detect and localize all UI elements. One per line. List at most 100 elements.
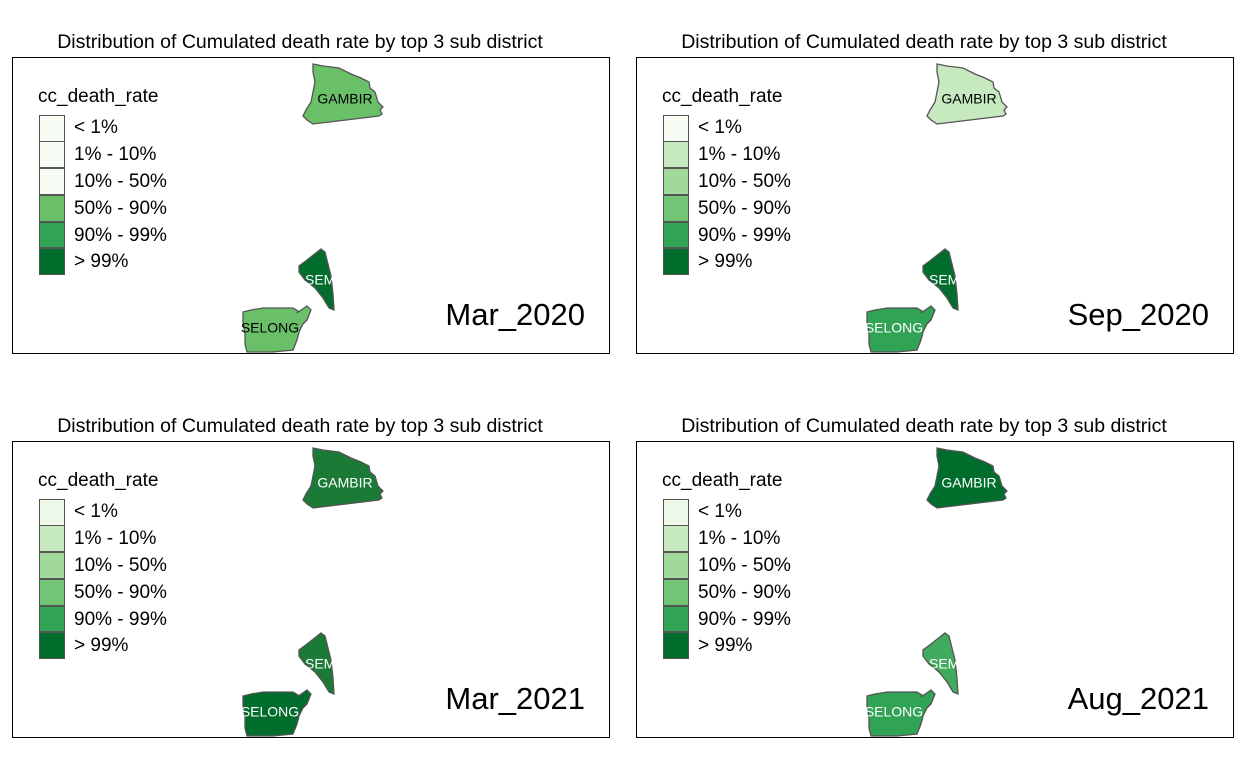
- legend-swatch: [39, 552, 65, 579]
- legend-item: 90% - 99%: [663, 221, 791, 249]
- legend-item: > 99%: [663, 248, 791, 276]
- legend-item: 10% - 50%: [663, 168, 791, 196]
- legend: cc_death_rate < 1% 1% - 10% 10% - 50% 50% -…: [38, 470, 167, 660]
- legend-label: 10% - 50%: [698, 170, 791, 192]
- legend-swatch: [663, 248, 689, 276]
- legend-label: < 1%: [74, 501, 118, 523]
- legend-label: < 1%: [698, 501, 742, 523]
- legend-swatch: [39, 578, 65, 606]
- region-label-semanggi: SEM: [929, 656, 959, 672]
- map-frame: GAMBIR SEM SELONG cc_death_rate < 1% 1% - 1…: [12, 441, 610, 738]
- legend: cc_death_rate < 1% 1% - 10% 10% - 50% 50% -…: [662, 470, 791, 660]
- legend-title: cc_death_rate: [38, 470, 159, 491]
- legend-item: < 1%: [39, 115, 167, 142]
- period-label: Mar_2021: [445, 681, 585, 716]
- region-label-gambir: GAMBIR: [941, 475, 996, 491]
- map-panel-mar-2021: Distribution of Cumulated death rate by …: [0, 384, 610, 738]
- legend-title: cc_death_rate: [38, 86, 159, 107]
- period-label: Sep_2020: [1067, 297, 1209, 332]
- legend-label: 90% - 99%: [698, 608, 791, 630]
- map-frame: GAMBIR SEM SELONG cc_death_rate < 1% 1% - 1…: [636, 441, 1234, 738]
- legend-item: 50% - 90%: [663, 194, 791, 222]
- legend-title: cc_death_rate: [662, 470, 783, 491]
- legend-label: > 99%: [74, 635, 129, 657]
- legend-swatch: [39, 168, 65, 195]
- legend-item: 90% - 99%: [663, 605, 791, 633]
- legend-label: 1% - 10%: [74, 144, 157, 166]
- legend-label: 10% - 50%: [698, 554, 791, 576]
- region-gambir: [302, 447, 384, 509]
- region-label-selong: SELONG: [865, 704, 923, 720]
- region-label-semanggi: SEM: [929, 272, 959, 288]
- panel-title: Distribution of Cumulated death rate by …: [57, 415, 543, 437]
- legend-label: 90% - 99%: [698, 224, 791, 246]
- legend-item: 10% - 50%: [39, 552, 167, 580]
- legend-label: 10% - 50%: [74, 170, 167, 192]
- legend-swatch: [39, 141, 65, 169]
- legend-item: < 1%: [663, 115, 791, 142]
- legend-swatch: [39, 605, 65, 633]
- region-label-selong: SELONG: [865, 320, 923, 336]
- region-gambir: [302, 63, 384, 125]
- legend-swatch: [663, 525, 689, 553]
- legend-label: > 99%: [698, 251, 753, 273]
- legend-label: 90% - 99%: [74, 608, 167, 630]
- region-label-semanggi: SEM: [305, 656, 335, 672]
- legend-label: 1% - 10%: [74, 528, 157, 550]
- legend-label: 1% - 10%: [698, 144, 781, 166]
- legend-swatch: [663, 552, 689, 579]
- legend-label: < 1%: [74, 117, 118, 139]
- legend-swatch: [39, 221, 65, 249]
- legend-swatch: [663, 115, 689, 142]
- legend-item: 10% - 50%: [663, 552, 791, 580]
- map-frame: GAMBIR SEM SELONG cc_death_rate < 1% 1% - 1…: [636, 57, 1234, 354]
- legend-label: 1% - 10%: [698, 528, 781, 550]
- legend-swatch: [39, 115, 65, 142]
- map-canvas: GAMBIR SEM SELONG: [865, 447, 1008, 737]
- region-label-gambir: GAMBIR: [317, 475, 372, 491]
- legend-item: 1% - 10%: [39, 525, 167, 553]
- region-semanggi: [922, 248, 959, 311]
- legend-items: < 1% 1% - 10% 10% - 50% 50% - 90% 90% - 99% >…: [39, 499, 167, 660]
- legend-item: 50% - 90%: [39, 194, 167, 222]
- region-gambir: [926, 63, 1008, 125]
- legend-swatch: [663, 632, 689, 660]
- legend-swatch: [663, 194, 689, 222]
- legend-item: 90% - 99%: [39, 605, 167, 633]
- map-panel-aug-2021: Distribution of Cumulated death rate by …: [624, 384, 1234, 738]
- legend: cc_death_rate < 1% 1% - 10% 10% - 50% 50% -…: [662, 86, 791, 276]
- legend-label: 90% - 99%: [74, 224, 167, 246]
- region-label-selong: SELONG: [241, 704, 299, 720]
- panel-title: Distribution of Cumulated death rate by …: [681, 415, 1167, 437]
- legend-item: 50% - 90%: [663, 578, 791, 606]
- region-semanggi: [298, 632, 335, 695]
- legend-item: 1% - 10%: [663, 525, 791, 553]
- map-canvas: GAMBIR SEM SELONG: [865, 63, 1008, 353]
- legend-item: > 99%: [39, 632, 167, 660]
- legend-item: 1% - 10%: [663, 141, 791, 169]
- legend-swatch: [39, 194, 65, 222]
- region-label-semanggi: SEM: [305, 272, 335, 288]
- legend-item: 1% - 10%: [39, 141, 167, 169]
- legend-swatch: [663, 141, 689, 169]
- map-frame: GAMBIR SEM SELONG cc_death_rate < 1% 1% - 1…: [12, 57, 610, 354]
- legend-item: 50% - 90%: [39, 578, 167, 606]
- legend-title: cc_death_rate: [662, 86, 783, 107]
- legend-swatch: [663, 605, 689, 633]
- region-label-gambir: GAMBIR: [317, 91, 372, 107]
- legend-label: 10% - 50%: [74, 554, 167, 576]
- legend-item: 90% - 99%: [39, 221, 167, 249]
- legend: cc_death_rate < 1% 1% - 10% 10% - 50% 50% -…: [38, 86, 167, 276]
- map-canvas: GAMBIR SEM SELONG: [241, 447, 384, 737]
- legend-item: > 99%: [663, 632, 791, 660]
- legend-swatch: [39, 499, 65, 526]
- legend-swatch: [39, 248, 65, 276]
- region-label-gambir: GAMBIR: [941, 91, 996, 107]
- region-semanggi: [922, 632, 959, 695]
- legend-label: < 1%: [698, 117, 742, 139]
- region-selong: [866, 305, 936, 353]
- legend-items: < 1% 1% - 10% 10% - 50% 50% - 90% 90% - 99% >…: [663, 115, 791, 276]
- legend-item: > 99%: [39, 248, 167, 276]
- legend-swatch: [663, 499, 689, 526]
- legend-swatch: [39, 632, 65, 660]
